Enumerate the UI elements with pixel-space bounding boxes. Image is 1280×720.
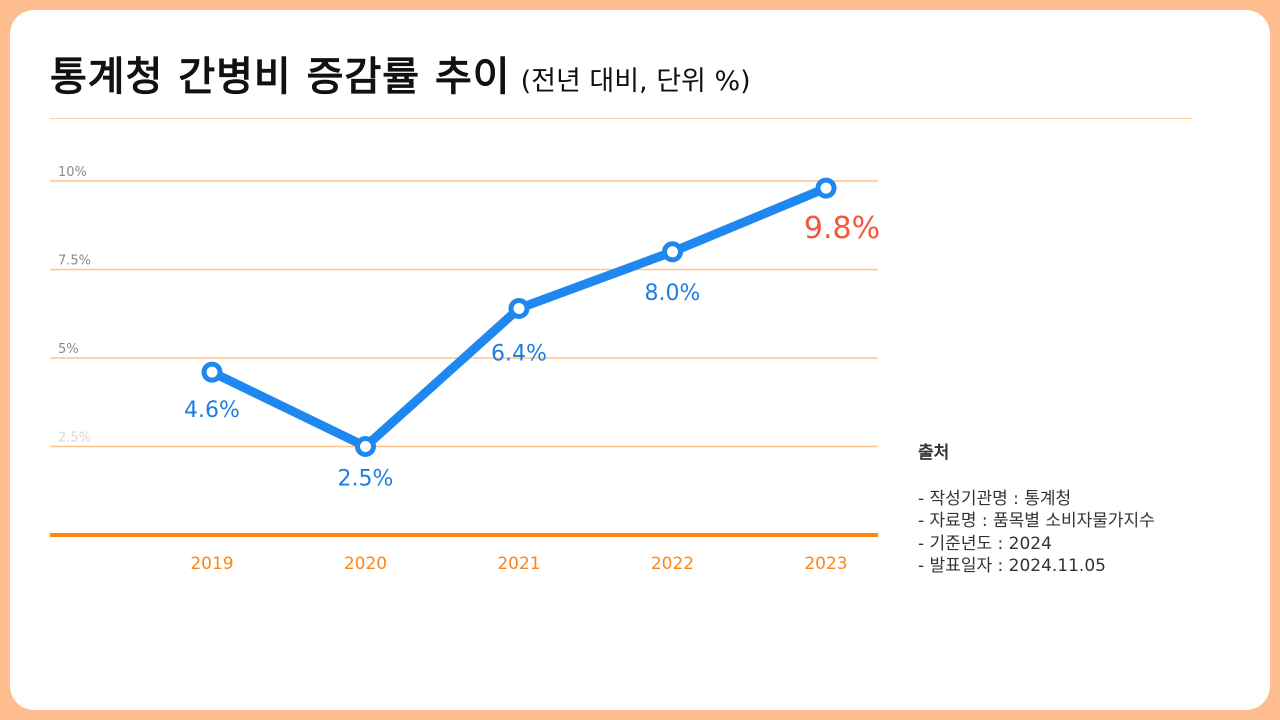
title-divider bbox=[50, 118, 1192, 119]
data-label: 4.6% bbox=[184, 398, 240, 423]
source-item-release-date: - 발표일자 : 2024.11.05 bbox=[918, 556, 1106, 576]
source-item-agency: - 작성기관명 : 통계청 bbox=[918, 488, 1072, 509]
chart-title: 통계청 간병비 증감률 추이 bbox=[50, 54, 511, 100]
data-label: 9.8% bbox=[804, 211, 880, 246]
x-tick-label: 2019 bbox=[190, 554, 233, 574]
chart-subtitle: (전년 대비, 단위 %) bbox=[520, 66, 751, 97]
y-tick-label: 7.5% bbox=[58, 254, 91, 269]
source-heading: 출처 bbox=[918, 443, 950, 463]
y-tick-label: 5% bbox=[58, 342, 79, 357]
source-item-dataset: - 자료명 : 품목별 소비자물가지수 bbox=[918, 511, 1155, 531]
y-tick-label: 2.5% bbox=[58, 431, 91, 446]
source-panel: 출처 - 작성기관명 : 통계청 - 자료명 : 품목별 소비자물가지수 - 기… bbox=[918, 442, 1155, 578]
x-tick-label: 2022 bbox=[651, 554, 694, 574]
data-label: 2.5% bbox=[338, 467, 394, 492]
chart-card: 통계청 간병비 증감률 추이 (전년 대비, 단위 %) 출처 - 작성기관명 :… bbox=[10, 10, 1270, 710]
chart-title-block: 통계청 간병비 증감률 추이 (전년 대비, 단위 %) bbox=[50, 44, 751, 102]
source-item-base-year: - 기준년도 : 2024 bbox=[918, 533, 1052, 554]
data-point bbox=[508, 297, 530, 319]
data-point bbox=[355, 436, 376, 457]
x-tick-label: 2021 bbox=[497, 554, 540, 574]
data-point bbox=[201, 361, 223, 383]
data-point bbox=[815, 177, 837, 199]
y-tick-label: 10% bbox=[58, 165, 87, 180]
data-point bbox=[662, 241, 683, 263]
x-tick-label: 2020 bbox=[344, 554, 387, 574]
data-label: 6.4% bbox=[491, 341, 547, 366]
data-label: 8.0% bbox=[645, 281, 701, 306]
x-tick-label: 2023 bbox=[804, 554, 847, 574]
